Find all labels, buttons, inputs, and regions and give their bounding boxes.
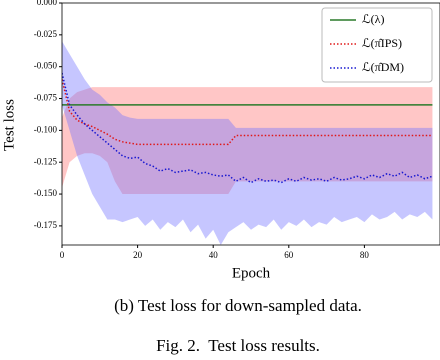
x-tick-label: 0 xyxy=(60,250,65,260)
caption: (b) Test loss for down-sampled data. xyxy=(114,296,362,315)
legend-label: ℒ(π̂DM) xyxy=(362,60,404,74)
plot-frame xyxy=(61,2,440,246)
x-tick-label: 60 xyxy=(284,250,294,260)
confidence-band xyxy=(62,41,433,245)
legend-label: ℒ(π̂IPS) xyxy=(362,36,402,50)
y-axis-label: Test loss xyxy=(1,99,17,151)
y-tick-label: -0.175 xyxy=(34,220,58,230)
y-tick-label: -0.050 xyxy=(34,61,58,71)
y-tick-label: -0.100 xyxy=(34,124,58,134)
x-tick-label: 20 xyxy=(133,250,143,260)
figure-caption: Fig. 2. Test loss results. xyxy=(156,336,320,355)
legend-box xyxy=(321,7,433,83)
series-line xyxy=(62,72,433,184)
y-tick-label: 0.000 xyxy=(37,0,58,7)
x-tick-label: 80 xyxy=(360,250,370,260)
x-axis-label: Epoch xyxy=(232,265,271,281)
x-tick-label: 40 xyxy=(209,250,219,260)
legend-label: ℒ(λ) xyxy=(362,12,384,26)
legend: ℒ(λ) ℒ(π̂IPS) ℒ(π̂DM) xyxy=(321,7,433,83)
series-line xyxy=(62,79,433,146)
confidence-band xyxy=(62,87,433,195)
y-tick-label: -0.125 xyxy=(34,156,58,166)
y-tick-label: -0.150 xyxy=(34,188,58,198)
y-tick-label: -0.025 xyxy=(34,29,58,39)
plot xyxy=(62,41,433,245)
y-tick-label: -0.075 xyxy=(34,93,58,103)
